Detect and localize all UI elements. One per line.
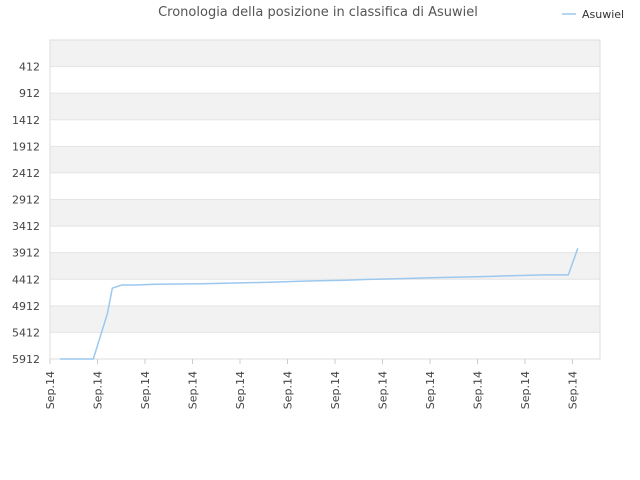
legend-label-asuwiel: Asuwiel (582, 8, 624, 21)
plot-band (50, 146, 600, 173)
y-tick-label: 3412 (12, 220, 40, 233)
y-tick-label: 2912 (12, 194, 40, 207)
y-tick-label: 5412 (12, 326, 40, 339)
x-tick-label: Sep.14 (282, 371, 295, 409)
x-tick-label: Sep.14 (519, 371, 532, 409)
plot-bands (50, 40, 600, 333)
y-tick-label: 412 (19, 61, 40, 74)
grid-lines (50, 66, 600, 360)
y-tick-label: 2412 (12, 167, 40, 180)
x-tick-label: Sep.14 (187, 371, 200, 409)
y-tick-label: 1412 (12, 114, 40, 127)
y-axis: 412 912 1412 1912 2412 2912 3412 3912 4412 4912 54… (12, 61, 40, 366)
x-tick-label: Sep.14 (567, 371, 580, 409)
x-tick-label: Sep.14 (424, 371, 437, 409)
x-tick-label: Sep.14 (139, 371, 152, 409)
x-tick-label: Sep.14 (377, 371, 390, 409)
y-tick-label: 4912 (12, 300, 40, 313)
series-line-asuwiel (60, 248, 579, 360)
plot-band (50, 252, 600, 280)
x-axis: Sep.14 Sep.14 Sep.14 Sep.14 Sep.14 Sep.14 Sep.… (44, 359, 580, 409)
x-tick-label: Sep.14 (44, 371, 57, 409)
x-tick-label: Sep.14 (472, 371, 485, 409)
chart-title: Cronologia della posizione in classifica… (158, 5, 478, 20)
plot-frame (49, 39, 601, 360)
y-tick-label: 4412 (12, 273, 40, 286)
legend: Asuwiel (562, 8, 624, 21)
y-tick-label: 1912 (12, 140, 40, 153)
plot-band (50, 93, 600, 120)
x-tick-label: Sep.14 (329, 371, 342, 409)
plot-band (50, 199, 600, 227)
x-tick-label: Sep.14 (234, 371, 247, 409)
plot-band (50, 40, 600, 67)
y-tick-label: 912 (19, 87, 40, 100)
y-tick-label: 5912 (12, 353, 40, 366)
y-tick-label: 3912 (12, 247, 40, 260)
plot-band (50, 305, 600, 333)
x-tick-label: Sep.14 (92, 371, 105, 409)
series-lines (60, 248, 579, 360)
